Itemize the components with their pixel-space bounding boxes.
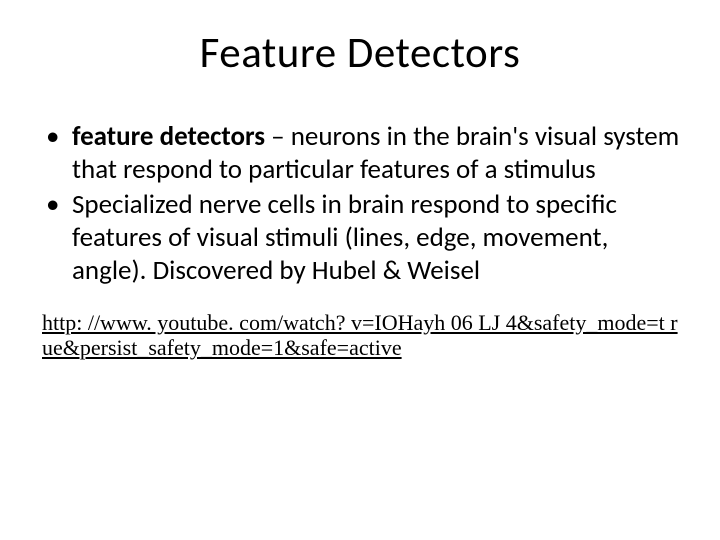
bullet-bold-term: feature detectors [72, 120, 265, 153]
bullet-text: Specialized nerve cells in brain respond… [72, 188, 617, 287]
link-text[interactable]: http: //www. youtube. com/watch? v=IOHay… [40, 310, 680, 361]
bullet-list: feature detectors – neurons in the brain… [42, 121, 680, 288]
slide-title: Feature Detectors [40, 26, 680, 79]
bullet-item: feature detectors – neurons in the brain… [42, 121, 680, 187]
bullet-item: Specialized nerve cells in brain respond… [42, 189, 680, 288]
slide: Feature Detectors feature detectors – ne… [0, 0, 720, 540]
